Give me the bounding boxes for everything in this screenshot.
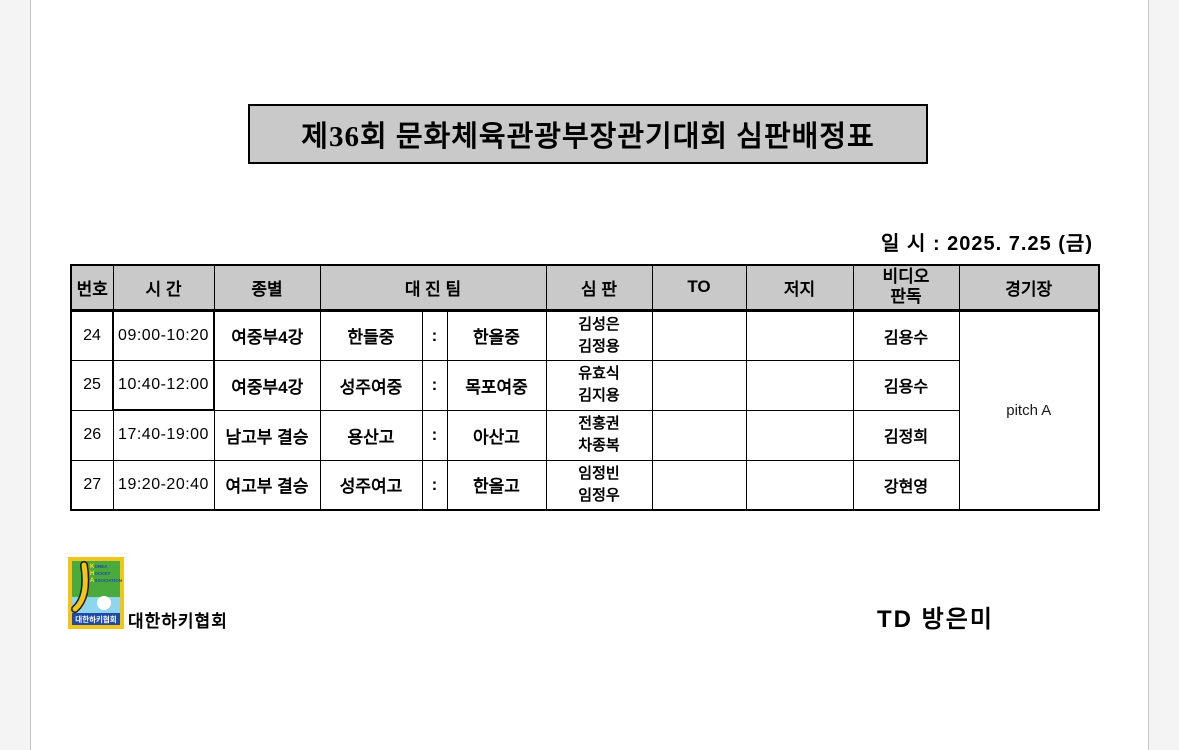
match-number: 26 (70, 409, 114, 461)
team1-cell: 용산고 (319, 409, 423, 461)
table-row: 24 09:00-10:20 여중부4강 한들중 : 한올중 김성은 김정용 김… (70, 309, 1100, 511)
judge-cell (745, 359, 854, 411)
document-page: 제36회 문화체육관광부장관기대회 심판배정표 일 시 : 2025. 7.25… (30, 0, 1149, 750)
match-number: 27 (70, 459, 114, 511)
match-category: 여중부4강 (213, 359, 321, 411)
to-cell (651, 309, 747, 361)
referee-cell: 전홍권 차종복 (545, 409, 653, 461)
colon-cell: : (421, 359, 448, 411)
match-time: 19:20-20:40 (112, 459, 215, 511)
team1-cell: 성주여고 (319, 459, 423, 511)
colon-cell: : (421, 409, 448, 461)
team1-cell: 성주여중 (319, 359, 423, 411)
title-banner: 제36회 문화체육관광부장관기대회 심판배정표 (248, 104, 928, 164)
table-row: 25 10:40-12:00 여중부4강 성주여중 : 목포여중 유효식 김지용… (70, 359, 1099, 411)
to-cell (651, 359, 747, 411)
match-category: 남고부 결승 (213, 409, 321, 461)
korea-hockey-association-logo-icon: KOREA HOCKEY ASSOCIATION 대한하키협회 (68, 557, 124, 629)
referee-2: 차종복 (578, 437, 620, 454)
referee-cell: 임정빈 임정우 (545, 459, 653, 511)
svg-text:HOCKEY: HOCKEY (90, 571, 110, 577)
header-judge: 저지 (745, 264, 854, 312)
date-line: 일 시 : 2025. 7.25 (금) (881, 233, 1093, 255)
header-video: 비디오 판독 (852, 264, 960, 312)
header-referee: 심 판 (545, 264, 653, 312)
association-name: 대한하키협회 (128, 612, 228, 631)
match-time: 09:00-10:20 (112, 309, 215, 361)
table-row: 26 17:40-19:00 남고부 결승 용산고 : 아산고 전홍권 차종복 … (70, 409, 1099, 461)
referee-1: 전홍권 (578, 415, 620, 432)
to-cell (651, 459, 747, 511)
video-referee-cell: 김용수 (852, 359, 960, 411)
page-title: 제36회 문화체육관광부장관기대회 심판배정표 (301, 121, 875, 153)
match-number: 25 (70, 359, 114, 411)
header-category: 종별 (213, 264, 321, 312)
header-to: TO (651, 264, 747, 312)
video-referee-cell: 김정희 (852, 409, 960, 461)
referee-1: 김성은 (578, 315, 620, 333)
colon-cell: : (421, 459, 448, 511)
svg-text:ASSOCIATION: ASSOCIATION (90, 578, 122, 584)
header-time: 시 간 (112, 264, 215, 312)
svg-text:KOREA: KOREA (90, 564, 108, 570)
referee-2: 임정우 (578, 486, 620, 504)
td-signature: TD 방은미 (877, 606, 994, 633)
header-venue: 경기장 (958, 264, 1100, 312)
header-video-line2: 판독 (890, 287, 922, 307)
table-row: 27 19:20-20:40 여고부 결승 성주여고 : 한올고 임정빈 임정우… (70, 459, 1099, 511)
match-number: 24 (70, 309, 114, 361)
judge-cell (745, 409, 854, 461)
team1-cell: 한들중 (319, 309, 423, 361)
judge-cell (745, 459, 854, 511)
video-referee-cell: 김용수 (852, 309, 960, 361)
referee-2: 김지용 (578, 387, 620, 404)
team2-cell: 목포여중 (446, 359, 547, 411)
team2-cell: 한올중 (446, 309, 547, 361)
referee-assignment-table: 번호 시 간 종별 대 진 팀 심 판 TO 저지 비디오 판독 경기장 24 … (70, 264, 1100, 511)
match-time: 17:40-19:00 (112, 409, 215, 461)
header-no: 번호 (70, 264, 114, 312)
team2-cell: 아산고 (446, 409, 547, 461)
judge-cell (745, 309, 854, 361)
video-referee-cell: 강현영 (852, 459, 960, 511)
match-category: 여고부 결승 (213, 459, 321, 511)
referee-cell: 김성은 김정용 (545, 309, 653, 361)
referee-1: 임정빈 (578, 464, 620, 482)
match-time: 10:40-12:00 (112, 359, 215, 411)
table-header-row: 번호 시 간 종별 대 진 팀 심 판 TO 저지 비디오 판독 경기장 (70, 264, 1100, 312)
header-matchup: 대 진 팀 (319, 264, 547, 312)
referee-2: 김정용 (578, 337, 620, 355)
to-cell (651, 409, 747, 461)
colon-cell: : (421, 309, 448, 361)
header-video-line1: 비디오 (882, 267, 930, 287)
team2-cell: 한올고 (446, 459, 547, 511)
venue-cell: pitch A (958, 309, 1100, 511)
referee-1: 유효식 (578, 365, 620, 382)
match-category: 여중부4강 (213, 309, 321, 361)
logo-band-text: 대한하키협회 (75, 614, 116, 624)
referee-cell: 유효식 김지용 (545, 359, 653, 411)
